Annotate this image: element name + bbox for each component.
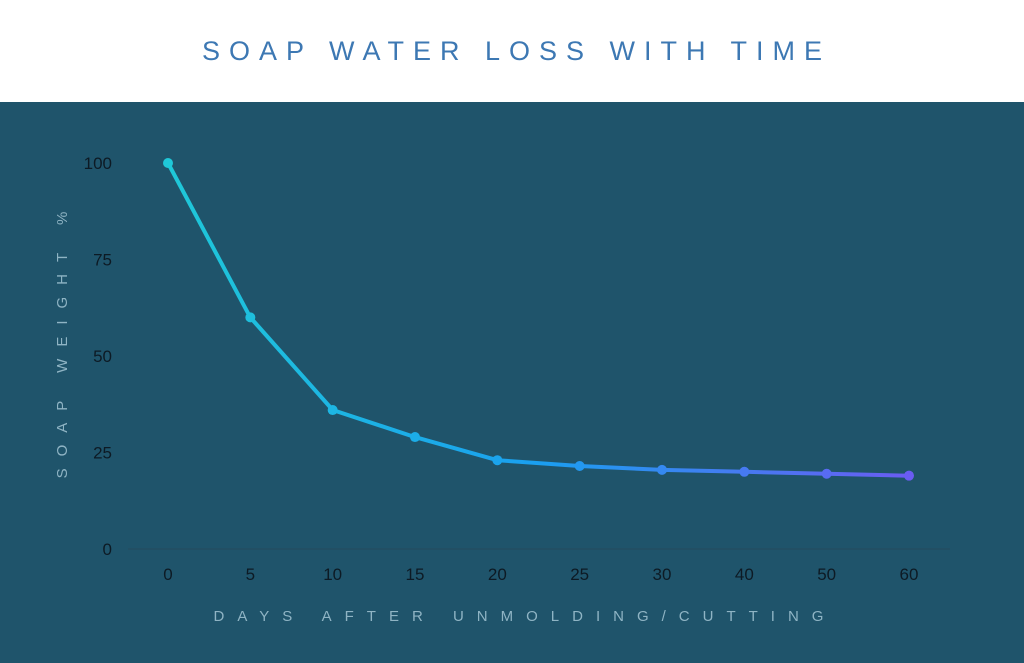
- x-axis-ticks: 0 5 10 15 20 25 30 40 50 60: [163, 565, 918, 584]
- series-line: [166, 161, 911, 478]
- x-axis-title: DAYS AFTER UNMOLDING/CUTTING: [214, 608, 837, 625]
- y-tick-label: 25: [93, 444, 112, 463]
- data-point: [410, 432, 420, 443]
- x-tick-label: 25: [570, 565, 589, 584]
- chart-panel: [0, 102, 1024, 663]
- y-tick-label: 0: [103, 540, 112, 559]
- data-point: [327, 405, 338, 416]
- x-tick-label: 10: [323, 565, 342, 584]
- x-tick-label: 5: [246, 565, 255, 584]
- data-point: [739, 466, 750, 477]
- y-axis-title: SOAP WEIGHT %: [54, 200, 71, 479]
- chart-title: SOAP WATER LOSS WITH TIME: [201, 35, 832, 66]
- x-tick-label: 15: [406, 565, 425, 584]
- x-tick-label: 0: [163, 565, 172, 584]
- x-tick-label: 50: [817, 565, 836, 584]
- x-tick-label: 20: [488, 565, 507, 584]
- y-tick-label: 50: [93, 347, 112, 366]
- data-point: [657, 464, 667, 475]
- x-tick-label: 30: [653, 565, 672, 584]
- y-tick-label: 75: [93, 251, 112, 270]
- data-point: [163, 158, 173, 168]
- data-point: [245, 312, 256, 323]
- x-tick-label: 60: [900, 565, 919, 584]
- y-axis-ticks: 0 25 50 75 100: [84, 154, 112, 559]
- y-tick-label: 100: [84, 154, 112, 173]
- data-point: [821, 468, 832, 479]
- data-point: [492, 455, 503, 466]
- x-tick-label: 40: [735, 565, 754, 584]
- series-points: [163, 158, 914, 481]
- data-point: [904, 470, 914, 481]
- data-point: [574, 461, 585, 472]
- chart-header: SOAP WATER LOSS WITH TIME: [0, 0, 1024, 102]
